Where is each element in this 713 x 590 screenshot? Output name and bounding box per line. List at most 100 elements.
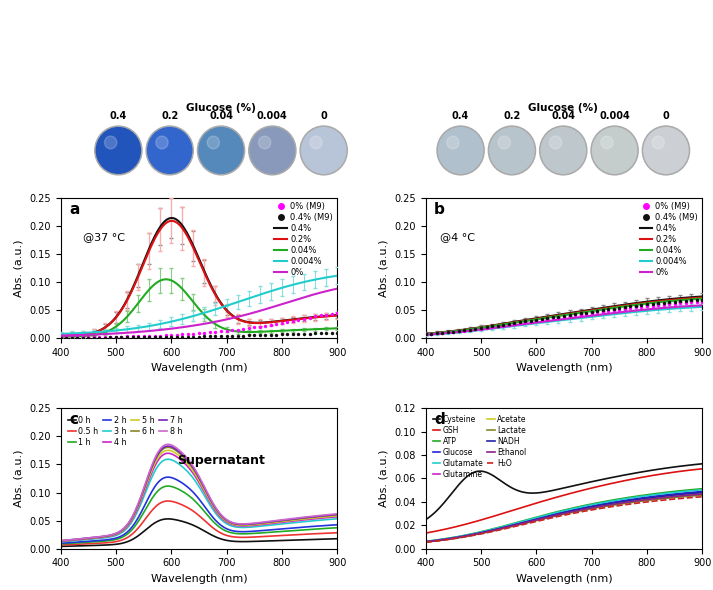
H₂O	[423, 539, 431, 546]
ATP	[698, 485, 707, 492]
Point	[580, 308, 592, 317]
Cysteine	[674, 463, 683, 470]
3 h	[333, 515, 342, 522]
Glucose	[421, 538, 430, 545]
Point	[625, 303, 636, 313]
Point	[685, 296, 697, 305]
Point	[298, 314, 309, 323]
7 h	[333, 511, 342, 518]
4 h	[333, 513, 342, 520]
Glucose	[423, 538, 431, 545]
Line: Acetate: Acetate	[426, 494, 702, 542]
Circle shape	[249, 126, 296, 175]
Point	[298, 329, 309, 339]
Circle shape	[302, 127, 346, 173]
6 h	[207, 498, 215, 505]
4 h	[311, 515, 319, 522]
Point	[77, 332, 88, 342]
Circle shape	[146, 126, 193, 175]
6 h	[174, 448, 183, 455]
Lactate	[446, 535, 455, 542]
Line: 6 h: 6 h	[61, 447, 337, 541]
Point	[143, 331, 155, 340]
Cysteine	[523, 489, 531, 496]
Point	[160, 330, 171, 340]
Point	[498, 320, 509, 329]
Text: @37 °C: @37 °C	[83, 232, 125, 242]
Point	[691, 297, 702, 307]
Point	[420, 329, 431, 339]
Point	[88, 333, 100, 342]
Point	[232, 325, 243, 335]
Point	[265, 330, 277, 339]
Glucose	[698, 488, 707, 495]
Point	[592, 306, 603, 316]
Line: 3 h: 3 h	[61, 459, 337, 542]
Point	[254, 322, 265, 332]
7 h	[207, 497, 215, 504]
Point	[486, 322, 498, 332]
Point	[116, 333, 127, 342]
8 h	[174, 445, 183, 453]
Point	[647, 301, 658, 310]
NADH	[674, 491, 683, 498]
Line: 4 h: 4 h	[61, 453, 337, 542]
0 h	[56, 543, 65, 550]
Point	[498, 321, 509, 330]
Point	[127, 333, 138, 342]
Point	[614, 305, 625, 314]
Point	[592, 308, 603, 317]
0.5 h	[333, 529, 342, 536]
6 h	[58, 537, 66, 545]
8 h	[207, 497, 215, 504]
8 h	[164, 441, 173, 448]
Point	[542, 314, 553, 324]
Point	[619, 304, 630, 313]
Text: Glucose (%): Glucose (%)	[186, 103, 256, 113]
Glutamine	[423, 538, 431, 545]
Point	[636, 300, 647, 310]
3 h	[207, 504, 215, 511]
Point	[215, 332, 227, 341]
Point	[530, 315, 542, 324]
Text: Supernatant: Supernatant	[177, 454, 265, 467]
Text: 0.004: 0.004	[257, 111, 288, 121]
ATP	[571, 504, 580, 511]
7 h	[56, 537, 65, 545]
Point	[508, 319, 520, 329]
Point	[293, 315, 304, 324]
Point	[652, 300, 664, 310]
Circle shape	[591, 126, 638, 175]
Line: NADH: NADH	[426, 493, 702, 542]
Glucose	[674, 490, 683, 497]
Point	[320, 310, 332, 319]
X-axis label: Wavelength (nm): Wavelength (nm)	[150, 574, 247, 584]
Point	[160, 332, 171, 342]
Point	[548, 313, 559, 322]
Point	[111, 332, 122, 342]
Point	[548, 314, 559, 323]
Point	[155, 332, 166, 342]
Point	[215, 327, 227, 336]
Circle shape	[310, 136, 322, 149]
Point	[525, 317, 536, 326]
Point	[570, 309, 581, 319]
Point	[625, 301, 636, 311]
Point	[669, 297, 680, 306]
Legend: 0% (M9), 0.4% (M9), 0.4%, 0.2%, 0.04%, 0.004%, 0%: 0% (M9), 0.4% (M9), 0.4%, 0.2%, 0.04%, 0…	[640, 202, 698, 277]
Point	[436, 328, 448, 337]
Point	[320, 329, 332, 338]
Point	[237, 324, 249, 333]
Point	[520, 317, 531, 327]
NADH	[423, 538, 431, 545]
H₂O	[538, 516, 546, 523]
Circle shape	[105, 136, 117, 149]
Line: Cysteine: Cysteine	[426, 464, 702, 520]
Line: 2 h: 2 h	[61, 477, 337, 543]
H₂O	[446, 536, 455, 543]
Text: 0: 0	[320, 111, 327, 121]
Point	[199, 328, 210, 337]
Acetate	[446, 535, 455, 542]
H₂O	[698, 493, 707, 500]
Point	[249, 330, 260, 340]
